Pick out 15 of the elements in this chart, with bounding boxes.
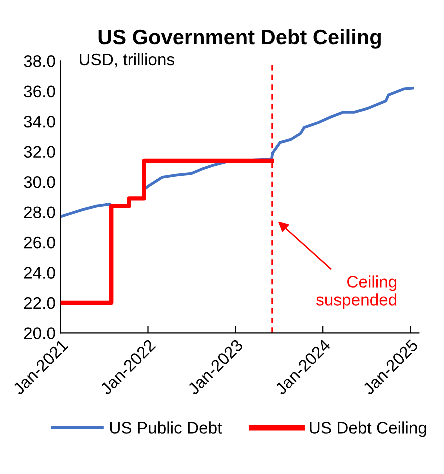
y-tick-label: 38.0 [24,56,56,68]
y-tick-label: 26.0 [24,236,56,249]
y-tick-label: 34.0 [24,116,56,128]
chart-title: US Government Debt Ceiling [98,29,381,49]
legend-label: US Debt Ceiling [310,422,426,438]
y-tick-label: 22.0 [24,297,56,310]
y-tick-label: 32.0 [24,146,56,158]
y-tick-label: 36.0 [24,86,56,98]
y-tick-label: 30.0 [24,176,56,188]
y-tick-label: 28.0 [24,206,56,218]
annotation: Ceiling suspended [316,276,397,310]
y-axis-title: USD, trillions [80,53,174,68]
y-tick-label: 20.0 [24,328,56,340]
y-tick-label: 24.0 [24,267,56,279]
legend-label: US Public Debt [110,422,222,434]
